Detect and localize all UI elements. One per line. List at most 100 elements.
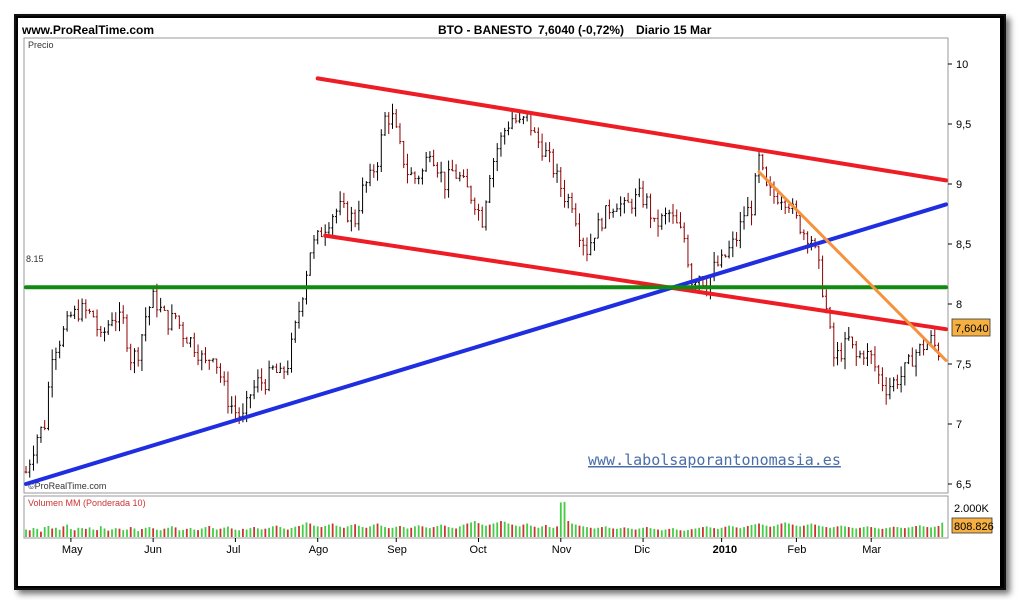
volume-bar: [511, 524, 514, 537]
volume-bar: [339, 526, 342, 537]
volume-bar: [862, 527, 865, 537]
volume-bar: [563, 501, 566, 537]
site-label[interactable]: www.ProRealTime.com: [21, 23, 154, 37]
volume-bar: [859, 527, 861, 537]
volume-bar: [253, 527, 256, 537]
volume-bar: [488, 524, 491, 537]
x-tick-label: Jun: [144, 544, 162, 556]
volume-bar: [51, 528, 54, 537]
x-axis: May Jun Jul Ago Sep Oct Nov Dic 2010 Feb Mar: [62, 538, 881, 556]
volume-bar: [227, 526, 229, 537]
volume-bar: [571, 523, 573, 537]
volume-bar: [271, 526, 274, 537]
volume-bar: [825, 527, 828, 537]
volume-bar: [731, 526, 734, 537]
volume-bar: [492, 523, 495, 537]
y-tick-label: 7: [956, 419, 962, 431]
volume-bar: [780, 523, 783, 537]
volume-bar: [847, 527, 850, 537]
volume-bar: [503, 521, 506, 537]
volume-bar: [672, 528, 674, 537]
volume-bar: [133, 528, 136, 537]
volume-bar: [634, 529, 637, 537]
volume-bar: [832, 527, 835, 537]
volume-bar: [256, 528, 259, 537]
volume-bar: [638, 528, 641, 537]
volume-bar: [690, 529, 693, 537]
volume-bar: [55, 527, 57, 537]
volume-bar: [182, 529, 184, 537]
period-label: Diario 15 Mar: [636, 23, 712, 37]
volume-bar: [40, 531, 42, 537]
volume-bar: [107, 530, 110, 537]
volume-bar: [567, 521, 570, 537]
volume-bar: [103, 528, 106, 537]
volume-bar: [515, 525, 517, 537]
volume-bar: [406, 528, 409, 537]
volume-bar: [806, 524, 809, 537]
volume-bar: [316, 526, 319, 537]
volume-bar: [746, 526, 749, 537]
chart-svg: www.ProRealTime.com BTO - BANESTO 7,6040…: [21, 23, 994, 556]
volume-bar: [335, 525, 338, 537]
volume-bar: [369, 526, 371, 537]
volume-bar: [159, 530, 162, 537]
quote-label: 7,6040 (-0,72%): [538, 23, 624, 37]
volume-bar: [185, 528, 188, 537]
volume-bar: [361, 527, 364, 537]
volume-bar: [926, 527, 929, 537]
volume-bar: [821, 526, 824, 537]
volume-bar: [350, 524, 353, 537]
volume-bar: [645, 527, 648, 537]
volume-bar: [559, 502, 562, 537]
volume-bar: [702, 527, 704, 537]
volume-bar: [903, 528, 906, 537]
volume-bar: [286, 529, 289, 537]
volume-bar: [155, 529, 158, 537]
volume-bar: [249, 528, 252, 537]
volume-bar: [208, 526, 211, 537]
volume-bar: [776, 524, 779, 537]
volume-bar: [328, 524, 330, 537]
y-axis: 6,5 7 7,5 8 8,5 9 9,5 10: [948, 59, 971, 491]
trendlines: [24, 76, 948, 486]
volume-bar: [548, 527, 551, 537]
volume-bar: [653, 528, 656, 537]
y-tick-label: 8: [956, 299, 962, 311]
volume-bar: [664, 529, 667, 537]
volume-bar: [230, 528, 233, 537]
volume-bar: [197, 530, 199, 537]
volume-bar: [451, 527, 454, 537]
volume-bar: [799, 526, 802, 537]
volume-bar: [724, 526, 727, 537]
volume-bar: [283, 528, 285, 537]
volume-bar: [739, 528, 742, 537]
volume-bar: [537, 527, 540, 537]
volume-bar: [627, 528, 630, 537]
volume-bar: [601, 527, 603, 537]
volume-bar: [234, 529, 237, 537]
volume-bar: [911, 526, 914, 537]
x-tick-label: 2010: [713, 544, 737, 556]
trendline-channel-top: [315, 76, 948, 183]
volume-bar: [582, 526, 585, 537]
volume-bar: [900, 527, 903, 537]
volume-bar: [219, 528, 222, 537]
volume-bar: [212, 528, 214, 537]
volume-bar: [129, 527, 132, 537]
watermark-link[interactable]: www.labolsaporantonomasia.es: [588, 451, 841, 469]
volume-bar: [574, 524, 577, 537]
volume-bar: [544, 524, 547, 537]
volume-bar: [170, 526, 173, 537]
last-price-value: 7,6040: [955, 323, 989, 335]
volume-bar: [500, 521, 502, 537]
volume-bar: [88, 527, 91, 537]
x-tick-label: Jul: [226, 544, 240, 556]
volume-bar: [354, 524, 357, 537]
volume-bar: [615, 528, 618, 537]
volume-bar: [137, 531, 140, 537]
volume-bar: [735, 527, 738, 537]
volume-bar: [242, 528, 244, 537]
volume-bar: [578, 525, 581, 537]
volume-bar: [215, 529, 218, 537]
